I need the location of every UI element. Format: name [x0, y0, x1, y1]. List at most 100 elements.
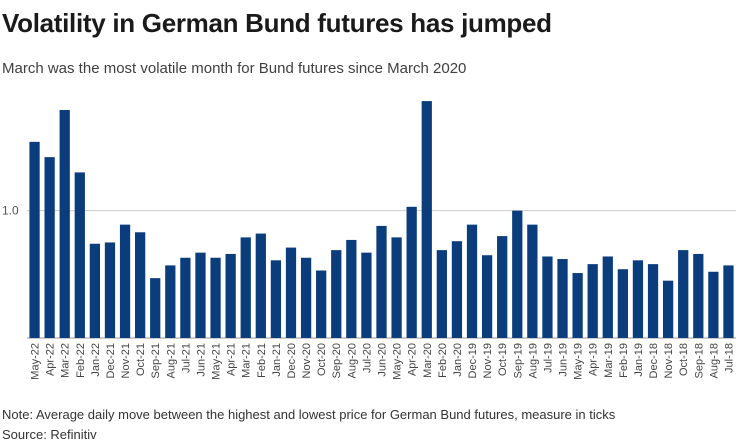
x-tick-label: Jul-18 [723, 343, 735, 373]
bar-Feb-19 [617, 269, 628, 338]
x-tick-labels: May-22 Apr-22 Mar-22 Feb-22 Jan-22 Dec-21 Nov-… [30, 343, 736, 380]
x-tick-label: Jan-21 [271, 343, 283, 377]
x-tick-label: Jun-19 [558, 343, 570, 377]
bar-Aug-19 [527, 224, 538, 338]
bar-May-22 [29, 141, 40, 338]
bar-Nov-21 [119, 224, 131, 338]
bar-Apr-20 [406, 206, 417, 338]
bar-Jul-21 [180, 257, 191, 338]
x-tick-label: Aug-18 [708, 343, 720, 378]
x-tick-label: Sep-20 [331, 343, 343, 378]
bar-Jun-19 [557, 259, 568, 338]
bar-Jul-20 [361, 252, 372, 338]
y-tick-label: 1.0 [2, 204, 19, 218]
x-tick-label: Aug-19 [527, 343, 539, 378]
x-tick-label: May-20 [392, 343, 404, 380]
x-tick-label: Oct-18 [678, 343, 690, 376]
bar-Jan-19 [632, 260, 644, 338]
bar-Mar-21 [240, 237, 251, 338]
x-tick-label: Jul-19 [542, 343, 554, 373]
x-tick-label: Dec-21 [105, 343, 117, 378]
x-tick-label: Jul-20 [361, 343, 373, 373]
x-tick-label: Mar-19 [603, 343, 615, 378]
x-tick-label: Sep-18 [693, 343, 705, 378]
bar-Aug-21 [165, 265, 176, 338]
x-tick-label: Jan-19 [633, 343, 645, 377]
bar-Dec-20 [285, 247, 297, 338]
bar-Apr-21 [225, 253, 236, 338]
bar-Sep-21 [150, 278, 161, 338]
x-tick-label: Sep-21 [150, 343, 162, 378]
x-tick-label: Jun-20 [377, 343, 389, 377]
chart-title: Volatility in German Bund futures has ju… [2, 8, 552, 38]
bar-Mar-22 [59, 110, 70, 338]
chart-subtitle: March was the most volatile month for Bu… [2, 60, 467, 77]
bar-Nov-20 [300, 257, 312, 338]
x-tick-label: Aug-20 [346, 343, 358, 378]
x-tick-label: Jan-20 [452, 343, 464, 377]
bar-Nov-18 [662, 280, 674, 338]
bar-Dec-21 [104, 242, 116, 338]
bar-Oct-18 [678, 250, 689, 338]
x-tick-label: Oct-21 [135, 343, 147, 376]
x-tick-label: Dec-20 [286, 343, 298, 378]
x-tick-label: Apr-20 [407, 343, 419, 376]
chart-source: Source: Refinitiv [2, 427, 97, 442]
bar-Mar-19 [602, 256, 613, 338]
x-tick-label: Sep-19 [512, 343, 524, 378]
bar-Jul-19 [542, 256, 553, 338]
y-tick-labels: 1.0 [2, 204, 19, 218]
bar-Oct-19 [497, 236, 508, 338]
x-tick-label: Jan-22 [90, 343, 102, 377]
bar-Sep-18 [693, 253, 704, 338]
x-tick-label: Feb-21 [256, 343, 268, 378]
x-tick-label: Feb-20 [437, 343, 449, 378]
bar-Apr-19 [587, 264, 598, 338]
x-tick-label: Feb-19 [618, 343, 630, 378]
x-tick-label: May-22 [30, 343, 42, 380]
bar-Oct-21 [135, 232, 146, 338]
x-tick-label: Jul-21 [180, 343, 192, 373]
chart-note: Note: Average daily move between the hig… [2, 407, 616, 422]
bar-Aug-18 [708, 271, 719, 338]
x-tick-label: Oct-20 [316, 343, 328, 376]
x-tick-label: Dec-19 [467, 343, 479, 378]
x-tick-label: Nov-19 [482, 343, 494, 378]
bar-Jun-21 [195, 252, 206, 338]
bar-Feb-21 [255, 233, 266, 338]
bar-Jun-20 [376, 225, 387, 338]
x-tick-label: Apr-19 [588, 343, 600, 376]
bar-Sep-19 [512, 210, 523, 338]
bar-Feb-20 [436, 250, 447, 338]
bar-Apr-22 [44, 157, 55, 338]
x-tick-label: Aug-21 [165, 343, 177, 378]
x-tick-label: May-19 [573, 343, 585, 380]
bar-Nov-19 [481, 255, 493, 338]
x-tick-label: Nov-20 [301, 343, 313, 378]
bar-Jan-21 [270, 260, 282, 338]
x-tick-label: May-21 [211, 343, 223, 380]
x-tick-label: Nov-18 [663, 343, 675, 378]
bar-Jul-18 [723, 265, 734, 338]
x-tick-label: Dec-18 [648, 343, 660, 378]
bar-Aug-20 [346, 239, 357, 338]
bar-May-21 [210, 257, 221, 338]
bar-Jan-22 [89, 243, 101, 338]
x-tick-label: Feb-22 [75, 343, 87, 378]
bar-Jan-20 [451, 241, 463, 338]
bar-Mar-20 [421, 101, 432, 338]
bar-May-19 [572, 273, 583, 338]
x-tick-label: Apr-22 [45, 343, 57, 376]
x-tick-label: Mar-22 [60, 343, 72, 378]
bar-Feb-22 [74, 172, 85, 338]
bar-May-20 [391, 237, 402, 338]
x-tick-label: Mar-21 [241, 343, 253, 378]
x-tick-label: Mar-20 [422, 343, 434, 378]
x-tick-label: Jun-21 [195, 343, 207, 377]
bar-Dec-18 [647, 264, 659, 338]
x-tick-label: Apr-21 [226, 343, 238, 376]
bar-Dec-19 [466, 224, 478, 338]
bars [29, 101, 734, 338]
x-tick-label: Oct-19 [497, 343, 509, 376]
